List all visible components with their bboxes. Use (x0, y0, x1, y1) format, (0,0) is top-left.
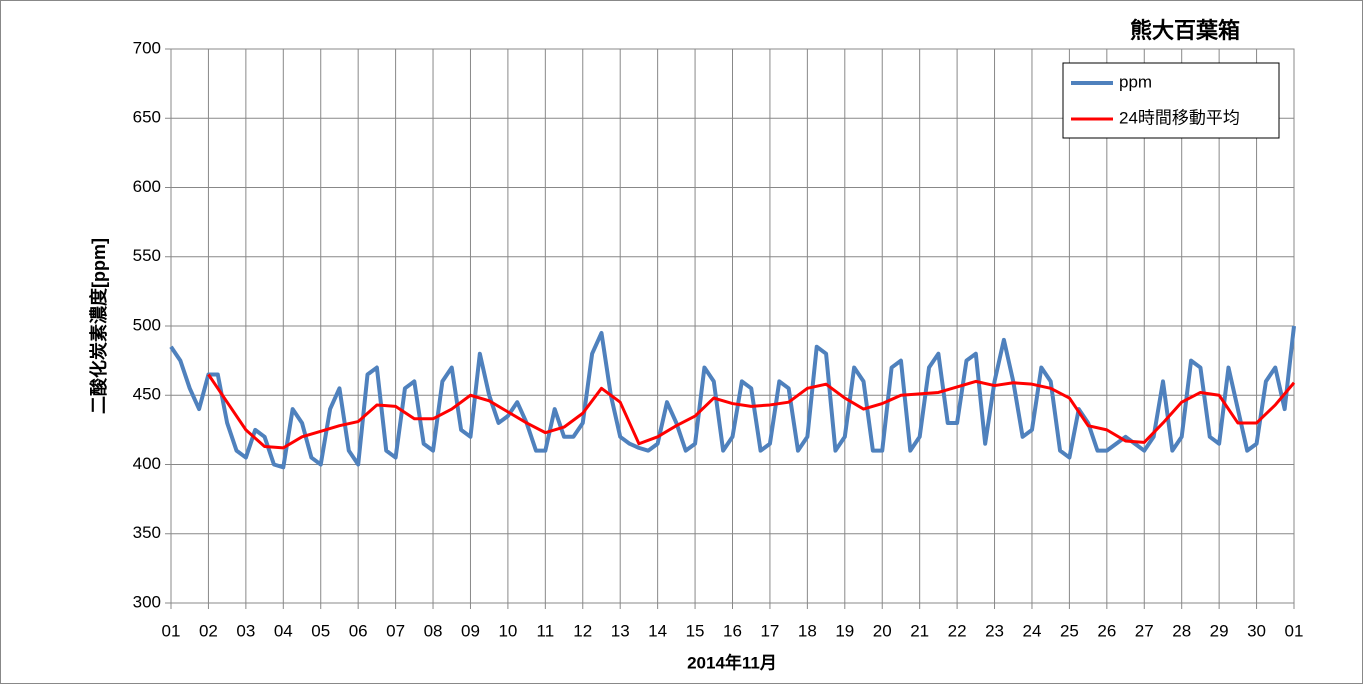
x-tick-label: 26 (1097, 621, 1116, 640)
x-axis-label: 2014年11月 (687, 652, 777, 672)
y-tick-label: 600 (133, 177, 161, 196)
x-tick-label: 12 (573, 621, 592, 640)
y-tick-label: 350 (133, 523, 161, 542)
x-tick-label: 22 (948, 621, 967, 640)
x-tick-label: 01 (162, 621, 181, 640)
legend (1062, 62, 1280, 139)
x-tick-label: 08 (424, 621, 443, 640)
x-tick-label: 28 (1172, 621, 1191, 640)
x-tick-label: 19 (835, 621, 854, 640)
y-axis-label: 二酸化炭素濃度[ppm] (88, 238, 109, 414)
legend-label: 24時間移動平均 (1119, 108, 1240, 127)
x-tick-label: 11 (537, 621, 555, 640)
x-tick-label: 14 (648, 621, 667, 640)
x-tick-label: 05 (311, 621, 330, 640)
y-tick-label: 550 (133, 246, 161, 265)
x-tick-label: 09 (461, 621, 480, 640)
data-line (169, 325, 1296, 470)
x-tick-label: 17 (760, 621, 779, 640)
y-tick-label: 450 (133, 385, 161, 404)
y-tick-label: 500 (133, 315, 161, 334)
y-tick-label: 400 (133, 454, 161, 473)
x-tick-label: 24 (1023, 621, 1042, 640)
x-tick-label: 06 (349, 621, 368, 640)
data-line (207, 373, 1296, 450)
x-tick-label: 18 (798, 621, 817, 640)
x-tick-label: 13 (611, 621, 630, 640)
x-tick-label: 01 (1285, 621, 1304, 640)
x-tick-label: 16 (723, 621, 742, 640)
x-tick-label: 29 (1210, 621, 1229, 640)
chart-title: 熊大百葉箱 (1130, 18, 1240, 43)
x-tick-label: 04 (274, 621, 293, 640)
x-tick-label: 20 (873, 621, 892, 640)
legend-label: ppm (1119, 72, 1152, 91)
x-tick-label: 07 (386, 621, 405, 640)
plot (165, 48, 1296, 609)
x-tick-label: 23 (985, 621, 1004, 640)
x-tick-label: 02 (199, 621, 218, 640)
y-tick-label: 650 (133, 108, 161, 127)
y-tick-label: 300 (133, 592, 161, 611)
y-tick-label: 700 (133, 38, 161, 57)
x-tick-label: 25 (1060, 621, 1079, 640)
x-tick-label: 15 (686, 621, 705, 640)
x-tick-label: 21 (910, 621, 929, 640)
x-tick-label: 03 (236, 621, 255, 640)
x-tick-label: 30 (1247, 621, 1266, 640)
x-tick-label: 27 (1135, 621, 1154, 640)
x-tick-label: 10 (498, 621, 517, 640)
